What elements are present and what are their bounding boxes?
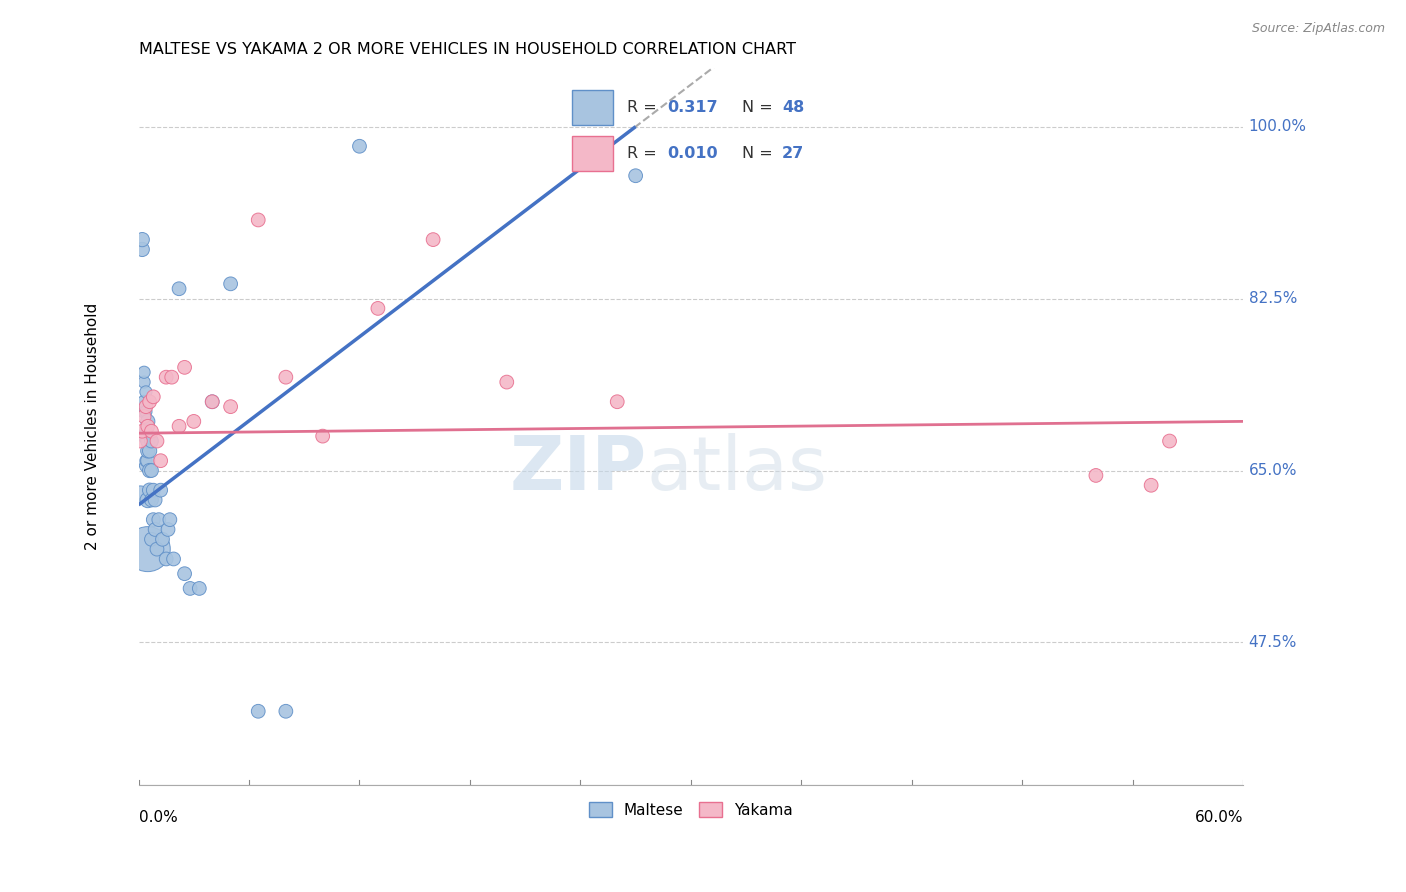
Point (173, 566, 195, 581)
Text: 82.5%: 82.5% (1249, 291, 1298, 306)
Text: 60.0%: 60.0% (1195, 810, 1243, 824)
Point (167, 419, 190, 434)
Point (274, 370, 297, 384)
Point (143, 523, 166, 537)
Point (367, 301, 389, 316)
Point (132, 375, 155, 389)
Point (142, 390, 165, 404)
Point (157, 523, 180, 537)
Point (149, 453, 172, 467)
Point (606, 394, 628, 409)
Point (624, 169, 647, 183)
Point (135, 424, 157, 438)
Point (1159, 434, 1181, 448)
Point (136, 434, 159, 448)
Point (141, 463, 163, 477)
Text: 65.0%: 65.0% (1249, 463, 1298, 478)
Point (149, 483, 172, 498)
Point (138, 483, 160, 498)
Point (201, 394, 224, 409)
Point (219, 400, 242, 414)
Point (132, 429, 155, 443)
Point (247, 213, 270, 227)
Point (422, 233, 444, 247)
Point (136, 443, 159, 458)
Point (141, 533, 163, 547)
Point (247, 704, 270, 718)
Point (142, 483, 165, 498)
Point (135, 404, 157, 418)
Text: 0.0%: 0.0% (139, 810, 177, 824)
Point (349, 139, 371, 153)
Point (136, 453, 159, 467)
Point (142, 513, 165, 527)
Point (131, 424, 153, 438)
Point (159, 513, 181, 527)
Text: atlas: atlas (647, 433, 828, 506)
Text: ZIP: ZIP (509, 433, 647, 506)
Point (135, 400, 157, 414)
Point (135, 384, 157, 399)
Text: MALTESE VS YAKAMA 2 OR MORE VEHICLES IN HOUSEHOLD CORRELATION CHART: MALTESE VS YAKAMA 2 OR MORE VEHICLES IN … (139, 42, 796, 57)
Text: Source: ZipAtlas.com: Source: ZipAtlas.com (1251, 22, 1385, 36)
Point (138, 463, 160, 477)
Point (131, 233, 153, 247)
Point (173, 360, 195, 375)
Point (160, 370, 183, 384)
Point (138, 443, 160, 458)
Text: 2 or more Vehicles in Household: 2 or more Vehicles in Household (84, 302, 100, 550)
Point (136, 493, 159, 508)
Point (1140, 478, 1163, 492)
Point (129, 488, 152, 502)
Point (1084, 468, 1107, 483)
Point (495, 375, 517, 389)
Point (201, 394, 224, 409)
Legend: Maltese, Yakama: Maltese, Yakama (582, 797, 799, 824)
Point (143, 493, 166, 508)
Point (155, 552, 177, 566)
Point (136, 542, 159, 557)
Point (179, 582, 201, 596)
Point (146, 434, 169, 448)
Point (155, 370, 177, 384)
Text: 100.0%: 100.0% (1249, 120, 1306, 134)
Point (135, 453, 157, 467)
Point (162, 552, 184, 566)
Point (148, 513, 170, 527)
Point (135, 458, 157, 473)
Point (146, 542, 169, 557)
Point (132, 365, 155, 379)
Point (138, 394, 160, 409)
Point (132, 394, 155, 409)
Point (274, 704, 297, 718)
Point (167, 282, 190, 296)
Point (141, 424, 163, 438)
Point (183, 414, 205, 428)
Point (131, 243, 153, 257)
Point (136, 414, 159, 428)
Point (136, 419, 159, 434)
Point (188, 582, 211, 596)
Point (152, 533, 174, 547)
Text: 47.5%: 47.5% (1249, 635, 1298, 650)
Point (132, 409, 155, 424)
Point (141, 493, 163, 508)
Point (132, 404, 155, 418)
Point (129, 434, 152, 448)
Point (141, 434, 163, 448)
Point (311, 429, 333, 443)
Point (219, 277, 242, 291)
